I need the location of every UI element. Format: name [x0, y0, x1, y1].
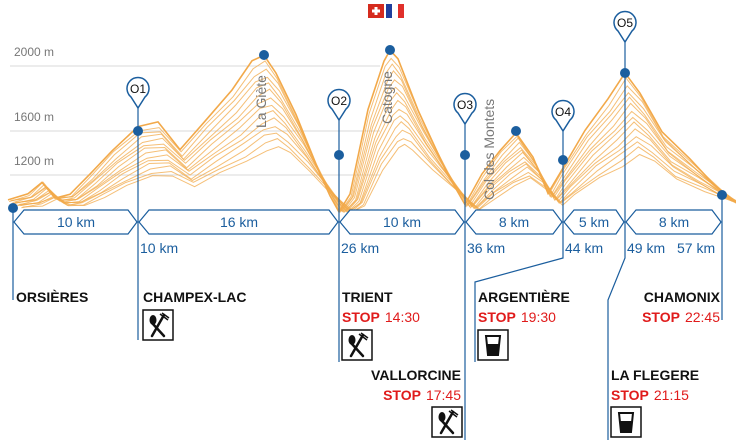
peak-marker-col-des-montets — [511, 126, 521, 136]
profile-contour-line — [22, 143, 736, 212]
cumulative-distance-la-flegere: 49 km — [627, 240, 665, 256]
segment-arrow-2: 16 km — [138, 209, 339, 235]
marker-o5 — [620, 68, 630, 78]
checkpoint-pin-o2: O2 — [327, 88, 351, 152]
segment-arrow-3: 10 km — [339, 209, 465, 235]
segment-arrow-5: 5 km — [563, 209, 625, 235]
checkpoint-label: O5 — [617, 16, 633, 30]
checkpoint-pin-o4: O4 — [551, 99, 575, 157]
altitude-label-1600: 1600 m — [14, 110, 54, 124]
checkpoint-pin-o5: O5 — [613, 10, 637, 70]
peak-label-la-giete: La Giète — [253, 75, 269, 128]
checkpoint-label: O1 — [130, 82, 146, 96]
station-name-vallorcine: VALLORCINE — [371, 367, 461, 383]
station-stop-la-flegere: STOP 21:15 — [611, 387, 689, 403]
restaurant-icon — [431, 406, 463, 438]
station-name-chamonix: CHAMONIX — [644, 289, 721, 305]
profile-contour-line — [7, 48, 733, 214]
station-stop-argentiere: STOP 19:30 — [478, 309, 556, 325]
peak-marker-la-giete — [259, 50, 269, 60]
peak-label-col-des-montets-1: Col des Montets — [481, 99, 497, 200]
station-stop-vallorcine: STOP 17:45 — [383, 387, 461, 403]
profile-contour-line — [10, 63, 735, 212]
station-name-argentiere: ARGENTIÈRE — [478, 289, 570, 305]
peak-marker-catogne — [385, 45, 395, 55]
marker-o4 — [558, 155, 568, 165]
altitude-label-2000: 2000 m — [14, 45, 54, 59]
segment-arrow-4: 8 km — [465, 209, 563, 235]
altitude-label-1200: 1200 m — [14, 154, 54, 168]
station-lines — [12, 73, 723, 440]
restaurant-icon — [341, 329, 373, 361]
profile-contour-line — [13, 86, 736, 213]
checkpoint-pin-o1: O1 — [126, 76, 150, 128]
profile-contour-line — [11, 70, 736, 213]
segment-arrow-1: 10 km — [13, 209, 138, 235]
segment-distance: 10 km — [383, 214, 421, 230]
segment-distance: 5 km — [579, 214, 609, 230]
peak-label-catogne: Catogne — [379, 71, 395, 124]
segment-distance: 16 km — [220, 214, 258, 230]
profile-contour-line — [18, 115, 736, 213]
route-markers — [8, 45, 727, 213]
checkpoint-pin-o3: O3 — [453, 92, 477, 152]
station-stop-trient: STOP 14:30 — [342, 309, 420, 325]
cumulative-distance-vallorcine: 36 km — [467, 240, 505, 256]
checkpoint-label: O3 — [457, 98, 473, 112]
marker-o3 — [460, 150, 470, 160]
french-flag-icon — [386, 4, 404, 18]
profile-contour-line — [19, 120, 736, 212]
drink-icon — [610, 406, 642, 438]
marker-o2 — [334, 150, 344, 160]
restaurant-icon — [142, 309, 174, 341]
profile-contour-line — [8, 57, 734, 213]
altitude-grid: 2000 m 1600 m 1200 m — [10, 45, 380, 176]
start-marker — [8, 203, 18, 213]
profile-contour-line — [12, 79, 736, 213]
cumulative-distance-trient: 26 km — [341, 240, 379, 256]
cumulative-distance-argentiere: 44 km — [565, 240, 603, 256]
finish-marker — [717, 190, 727, 200]
station-name-la-flegere: LA FLEGERE — [611, 367, 699, 383]
cumulative-distance-chamonix: 57 km — [677, 240, 715, 256]
profile-contour-line — [20, 129, 736, 213]
station-name-champex-lac: CHAMPEX-LAC — [143, 289, 246, 305]
station-stop-chamonix: STOP 22:45 — [642, 309, 720, 325]
station-name-orsieres: ORSIÈRES — [16, 289, 88, 305]
segment-distance: 10 km — [57, 214, 95, 230]
drink-icon — [477, 329, 509, 361]
segment-distance: 8 km — [499, 214, 529, 230]
checkpoint-label: O2 — [331, 94, 347, 108]
cumulative-distance-champex: 10 km — [140, 240, 178, 256]
station-name-trient: TRIENT — [342, 289, 393, 305]
profile-contour-line — [21, 138, 736, 213]
checkpoint-label: O4 — [555, 105, 571, 119]
segment-distance: 8 km — [659, 214, 689, 230]
swiss-flag-icon — [368, 4, 384, 18]
segment-arrow-6: 8 km — [625, 209, 722, 235]
profile-contour-line — [14, 92, 736, 212]
profile-contour-line — [15, 99, 736, 213]
marker-o1 — [133, 126, 143, 136]
